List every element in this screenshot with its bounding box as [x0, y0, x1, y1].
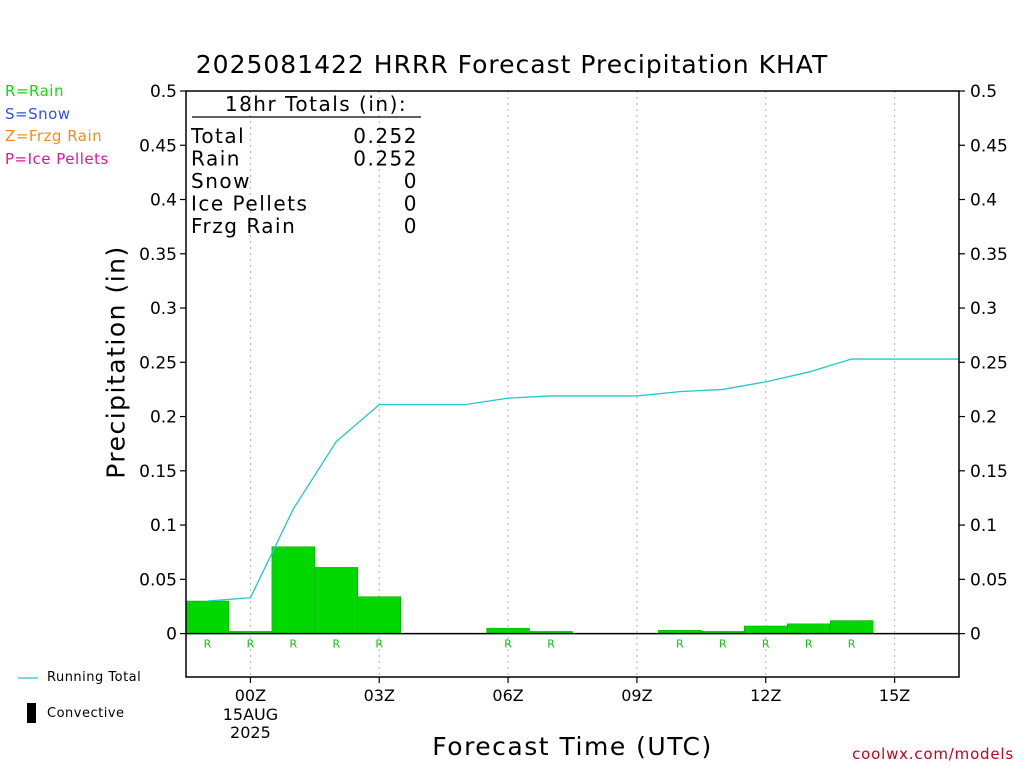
precip-type-code: R	[332, 638, 340, 651]
totals-row-label: Total	[190, 124, 245, 148]
y-tick-label-right: 0.05	[970, 570, 1008, 590]
precip-type-code: R	[247, 638, 255, 651]
y-tick-label-right: 0.4	[970, 191, 997, 211]
totals-row-value: 0.252	[353, 124, 418, 148]
y-tick-label-right: 0.2	[970, 408, 997, 428]
x-tick-label: 06Z	[492, 686, 523, 705]
precip-type-frzg-rain-key: Z=Frzg Rain	[5, 127, 103, 145]
y-tick-label-left: 0.25	[139, 353, 177, 373]
y-tick-label-left: 0	[166, 625, 177, 645]
totals-row-value: 0	[404, 214, 418, 238]
running-total-line	[207, 358, 959, 602]
source-credit: coolwx.com/models	[852, 745, 1014, 763]
totals-row-value: 0	[404, 169, 418, 193]
y-tick-label-right: 0.25	[970, 353, 1008, 373]
totals-row-value: 0.252	[353, 147, 418, 171]
y-tick-label-right: 0	[970, 625, 981, 645]
precip-type-rain-key: R=Rain	[5, 82, 64, 100]
totals-row-label: Snow	[191, 169, 251, 193]
precip-type-snow-key: S=Snow	[5, 105, 71, 123]
y-tick-label-left: 0.45	[139, 136, 177, 156]
precip-type-ice-pellets-key: P=Ice Pellets	[5, 150, 109, 168]
precip-type-code: R	[504, 638, 512, 651]
totals-heading: 18hr Totals (in):	[225, 92, 407, 116]
totals-row-label: Ice Pellets	[191, 192, 308, 216]
y-tick-label-left: 0.35	[139, 245, 177, 265]
rain-bar	[829, 620, 874, 634]
y-tick-label-left: 0.15	[139, 462, 177, 482]
rain-bar	[357, 596, 401, 634]
rain-bar	[486, 627, 530, 634]
y-tick-label-right: 0.1	[970, 516, 997, 536]
x-tick-label: 09Z	[621, 686, 652, 705]
precip-type-code: R	[204, 638, 212, 651]
x-tick-sublabel: 2025	[230, 723, 271, 742]
totals-row-value: 0	[404, 192, 418, 216]
y-tick-label-left: 0.2	[150, 408, 177, 428]
y-tick-label-left: 0.05	[139, 570, 177, 590]
y-tick-label-right: 0.35	[970, 245, 1008, 265]
precip-type-code: R	[762, 638, 770, 651]
x-tick-label: 12Z	[750, 686, 781, 705]
x-tick-label: 03Z	[364, 686, 395, 705]
y-tick-label-left: 0.5	[150, 82, 177, 102]
legend-convective-label: Convective	[47, 706, 125, 721]
precip-type-code: R	[290, 638, 298, 651]
chart-title: 2025081422 HRRR Forecast Precipitation K…	[195, 50, 829, 79]
x-tick-label: 15Z	[879, 686, 910, 705]
x-tick-label: 00Z	[235, 686, 266, 705]
precip-type-code: R	[805, 638, 813, 651]
x-axis-label: Forecast Time (UTC)	[432, 732, 713, 761]
plot-frame	[185, 90, 960, 678]
rain-bar	[744, 625, 788, 634]
legend-convective-swatch	[27, 703, 36, 723]
legend-running-total-swatch	[18, 677, 38, 679]
rain-bar	[185, 600, 230, 634]
precip-type-code: R	[676, 638, 684, 651]
totals-row-label: Rain	[191, 147, 241, 171]
rain-bar	[786, 623, 831, 634]
x-tick-sublabel: 15AUG	[223, 705, 278, 724]
y-tick-label-right: 0.45	[970, 136, 1008, 156]
precip-type-code: R	[719, 638, 727, 651]
y-tick-label-right: 0.3	[970, 299, 997, 319]
y-tick-label-right: 0.15	[970, 462, 1008, 482]
rain-bar	[271, 546, 316, 634]
y-tick-label-left: 0.1	[150, 516, 177, 536]
rain-bar	[314, 567, 359, 634]
totals-row-label: Frzg Rain	[191, 214, 296, 238]
y-tick-label-right: 0.5	[970, 82, 997, 102]
precip-type-code: R	[848, 638, 856, 651]
y-tick-label-left: 0.3	[150, 299, 177, 319]
precip-type-code: R	[547, 638, 555, 651]
legend-running-total-label: Running Total	[47, 670, 142, 685]
y-tick-label-left: 0.4	[150, 191, 177, 211]
precip-type-code: R	[375, 638, 383, 651]
